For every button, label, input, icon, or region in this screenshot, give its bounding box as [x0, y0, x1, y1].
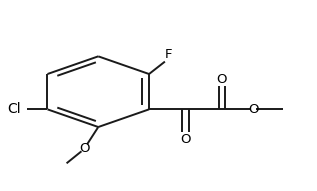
Text: O: O — [217, 73, 227, 86]
Text: O: O — [249, 103, 259, 116]
Text: O: O — [180, 133, 191, 146]
Text: O: O — [79, 142, 89, 155]
Text: Cl: Cl — [7, 102, 20, 116]
Text: F: F — [164, 48, 172, 62]
